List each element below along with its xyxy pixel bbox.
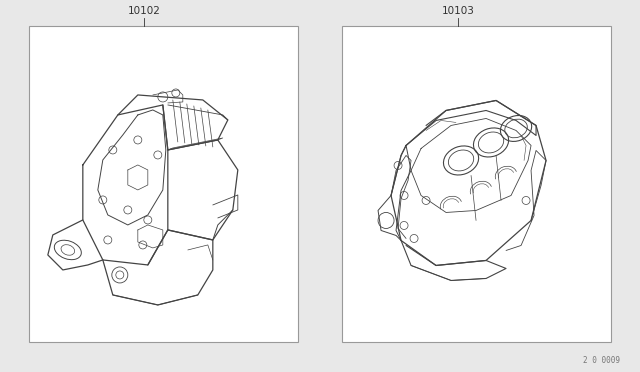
Text: 10102: 10102 — [128, 6, 161, 16]
Text: 2 0 0009: 2 0 0009 — [583, 356, 620, 365]
Bar — [29, 26, 298, 342]
Bar — [342, 26, 611, 342]
Text: 10103: 10103 — [442, 6, 474, 16]
